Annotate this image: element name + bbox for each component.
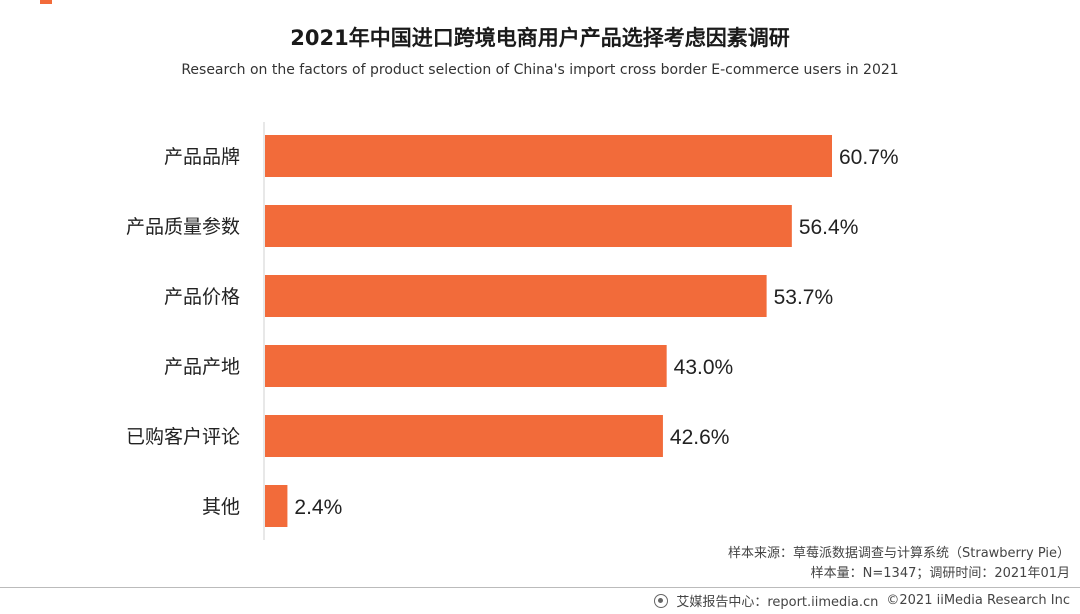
- source-note: 样本来源：草莓派数据调查与计算系统（Strawberry Pie） 样本量：N=…: [640, 544, 1070, 584]
- category-label: 产品质量参数: [126, 216, 240, 238]
- footer-copyright: ©2021 iiMedia Research Inc: [886, 593, 1070, 608]
- category-label: 产品价格: [164, 286, 240, 308]
- sample-size: 样本量：N=1347；调研时间：2021年01月: [810, 566, 1070, 581]
- data-label: 2.4%: [294, 496, 342, 519]
- category-label: 已购客户评论: [126, 426, 240, 448]
- bar: [265, 485, 288, 527]
- bar: [265, 345, 667, 387]
- chart-title: 2021年中国进口跨境电商用户产品选择考虑因素调研: [290, 26, 790, 50]
- bar: [265, 135, 832, 177]
- iimedia-logo-icon: [654, 593, 669, 608]
- footer-brand-link[interactable]: 艾媒报告中心：report.iimedia.cn: [676, 595, 879, 610]
- data-label: 43.0%: [674, 356, 734, 379]
- bar: [265, 275, 767, 317]
- data-label: 53.7%: [774, 286, 834, 309]
- footer: 艾媒报告中心：report.iimedia.cn ©2021 iiMedia R…: [654, 591, 1070, 610]
- chart-subtitle: Research on the factors of product selec…: [181, 62, 899, 78]
- bar: [265, 415, 663, 457]
- category-label: 产品产地: [164, 356, 240, 378]
- bar: [265, 205, 792, 247]
- data-label: 56.4%: [799, 216, 859, 239]
- footer-divider: [0, 587, 1080, 588]
- data-label: 42.6%: [670, 426, 730, 449]
- category-label: 其他: [202, 496, 240, 518]
- data-label: 60.7%: [839, 146, 899, 169]
- category-label: 产品品牌: [164, 146, 240, 168]
- corner-accent-mark: [40, 0, 52, 4]
- sample-source: 样本来源：草莓派数据调查与计算系统（Strawberry Pie）: [728, 546, 1070, 561]
